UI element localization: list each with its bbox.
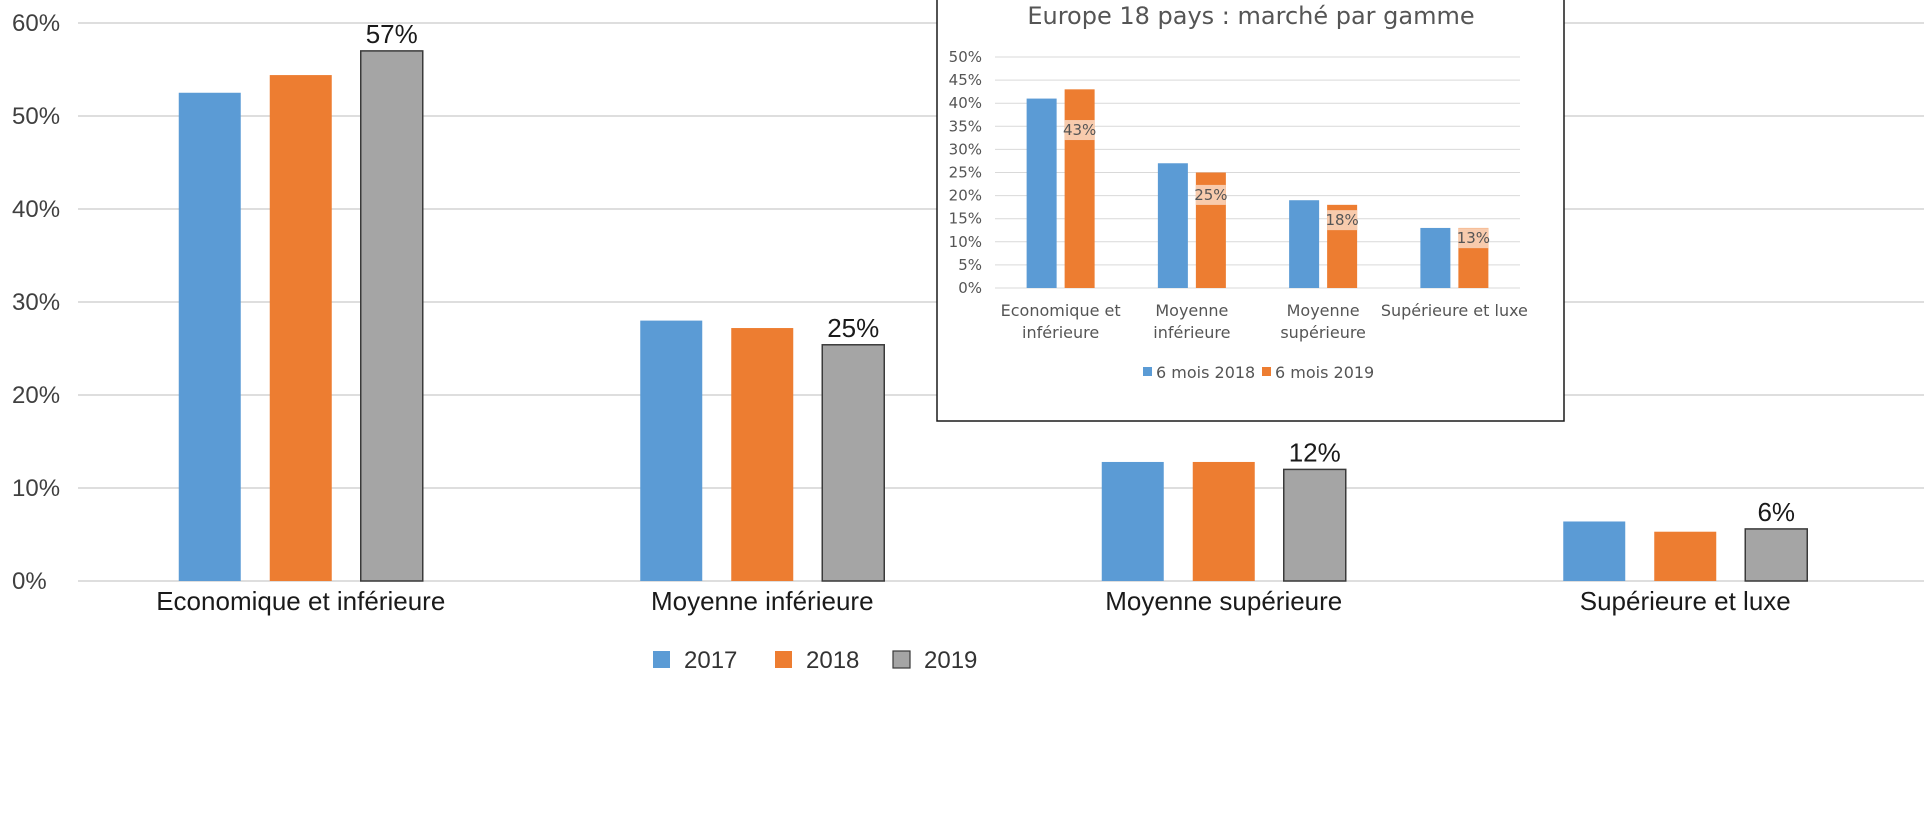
bar-2019-1 xyxy=(360,50,424,582)
inset-y-tick-label: 10% xyxy=(949,233,982,251)
inset-y-tick-label: 35% xyxy=(949,117,982,135)
inset-x-category-label: inférieure xyxy=(1153,323,1230,342)
bar-2019-4 xyxy=(1744,528,1808,582)
bar-2018-2 xyxy=(731,328,794,581)
inset-data-label: 18% xyxy=(1325,211,1358,229)
inset-bar-2-1 xyxy=(1064,89,1095,288)
inset-y-tick-label: 50% xyxy=(949,48,982,66)
inset-title: Europe 18 pays : marché par gamme xyxy=(1027,2,1474,30)
inset-legend-swatch xyxy=(1262,367,1271,376)
inset-y-tick-label: 15% xyxy=(949,210,982,228)
inset-y-tick-label: 0% xyxy=(958,279,982,297)
inset-x-category-label: supérieure xyxy=(1280,323,1366,342)
y-tick-label: 40% xyxy=(12,196,60,223)
bar-2017-3 xyxy=(1101,461,1164,581)
main-legend: 2017 2018 2019 xyxy=(653,647,977,674)
inset-legend-swatch xyxy=(1143,367,1152,376)
legend-swatch-2019 xyxy=(892,650,911,669)
inset-x-category-label: Moyenne xyxy=(1287,301,1360,320)
inset-bar-1-4 xyxy=(1420,227,1451,288)
bar-2017-1 xyxy=(178,92,241,581)
inset-y-tick-label: 45% xyxy=(949,71,982,89)
y-tick-label: 10% xyxy=(12,475,60,502)
data-label: 6% xyxy=(1757,497,1795,527)
inset-data-label: 43% xyxy=(1063,121,1096,139)
x-category-label: Economique et inférieure xyxy=(156,586,445,616)
inset-y-tick-label: 40% xyxy=(949,94,982,112)
y-tick-label: 60% xyxy=(12,10,60,37)
inset-x-category-label: Economique et xyxy=(1001,301,1121,320)
inset-data-label: 25% xyxy=(1194,186,1227,204)
x-category-label: Moyenne inférieure xyxy=(651,586,874,616)
bar-2018-4 xyxy=(1654,531,1717,581)
inset-label-bg xyxy=(1195,184,1226,205)
y-tick-label: 0% xyxy=(12,568,47,595)
legend-swatch-2017 xyxy=(653,651,670,668)
inset-y-tick-label: 20% xyxy=(949,187,982,205)
legend-label: 2017 xyxy=(684,647,737,674)
bar-2019-3 xyxy=(1283,468,1347,582)
legend-label: 2019 xyxy=(924,647,977,674)
inset-x-category-label: Moyenne xyxy=(1155,301,1228,320)
inset-y-tick-label: 30% xyxy=(949,140,982,158)
y-tick-label: 50% xyxy=(12,103,60,130)
inset-chart: Europe 18 pays : marché par gamme 0% 5% 10%… xyxy=(936,0,1565,422)
bar-2017-4 xyxy=(1563,521,1626,581)
data-label: 57% xyxy=(366,19,418,49)
x-category-label: Moyenne supérieure xyxy=(1105,586,1342,616)
bar-2019-2 xyxy=(821,344,885,582)
y-tick-label: 30% xyxy=(12,289,60,316)
inset-label-bg xyxy=(1327,210,1358,231)
x-category-label: Supérieure et luxe xyxy=(1580,586,1791,616)
legend-swatch-2018 xyxy=(775,651,792,668)
inset-label-bg xyxy=(1458,228,1489,249)
inset-bar-1-3 xyxy=(1289,200,1320,288)
inset-data-label: 13% xyxy=(1457,229,1490,247)
bar-2017-2 xyxy=(640,320,703,581)
inset-legend-label: 6 mois 2018 xyxy=(1156,363,1255,382)
inset-label-bg xyxy=(1064,120,1095,141)
legend-label: 2018 xyxy=(806,647,859,674)
inset-legend-label: 6 mois 2019 xyxy=(1275,363,1374,382)
inset-y-tick-label: 25% xyxy=(949,164,982,182)
inset-bar-1-2 xyxy=(1157,163,1188,288)
inset-bar-1-1 xyxy=(1026,98,1057,288)
bar-2018-3 xyxy=(1192,461,1255,581)
inset-x-category-label: inférieure xyxy=(1022,323,1099,342)
data-label: 25% xyxy=(827,313,879,343)
y-tick-label: 20% xyxy=(12,382,60,409)
data-label: 12% xyxy=(1289,437,1341,467)
bar-2018-1 xyxy=(269,75,332,581)
inset-y-tick-label: 5% xyxy=(958,256,982,274)
inset-x-category-label: Supérieure et luxe xyxy=(1381,301,1528,320)
